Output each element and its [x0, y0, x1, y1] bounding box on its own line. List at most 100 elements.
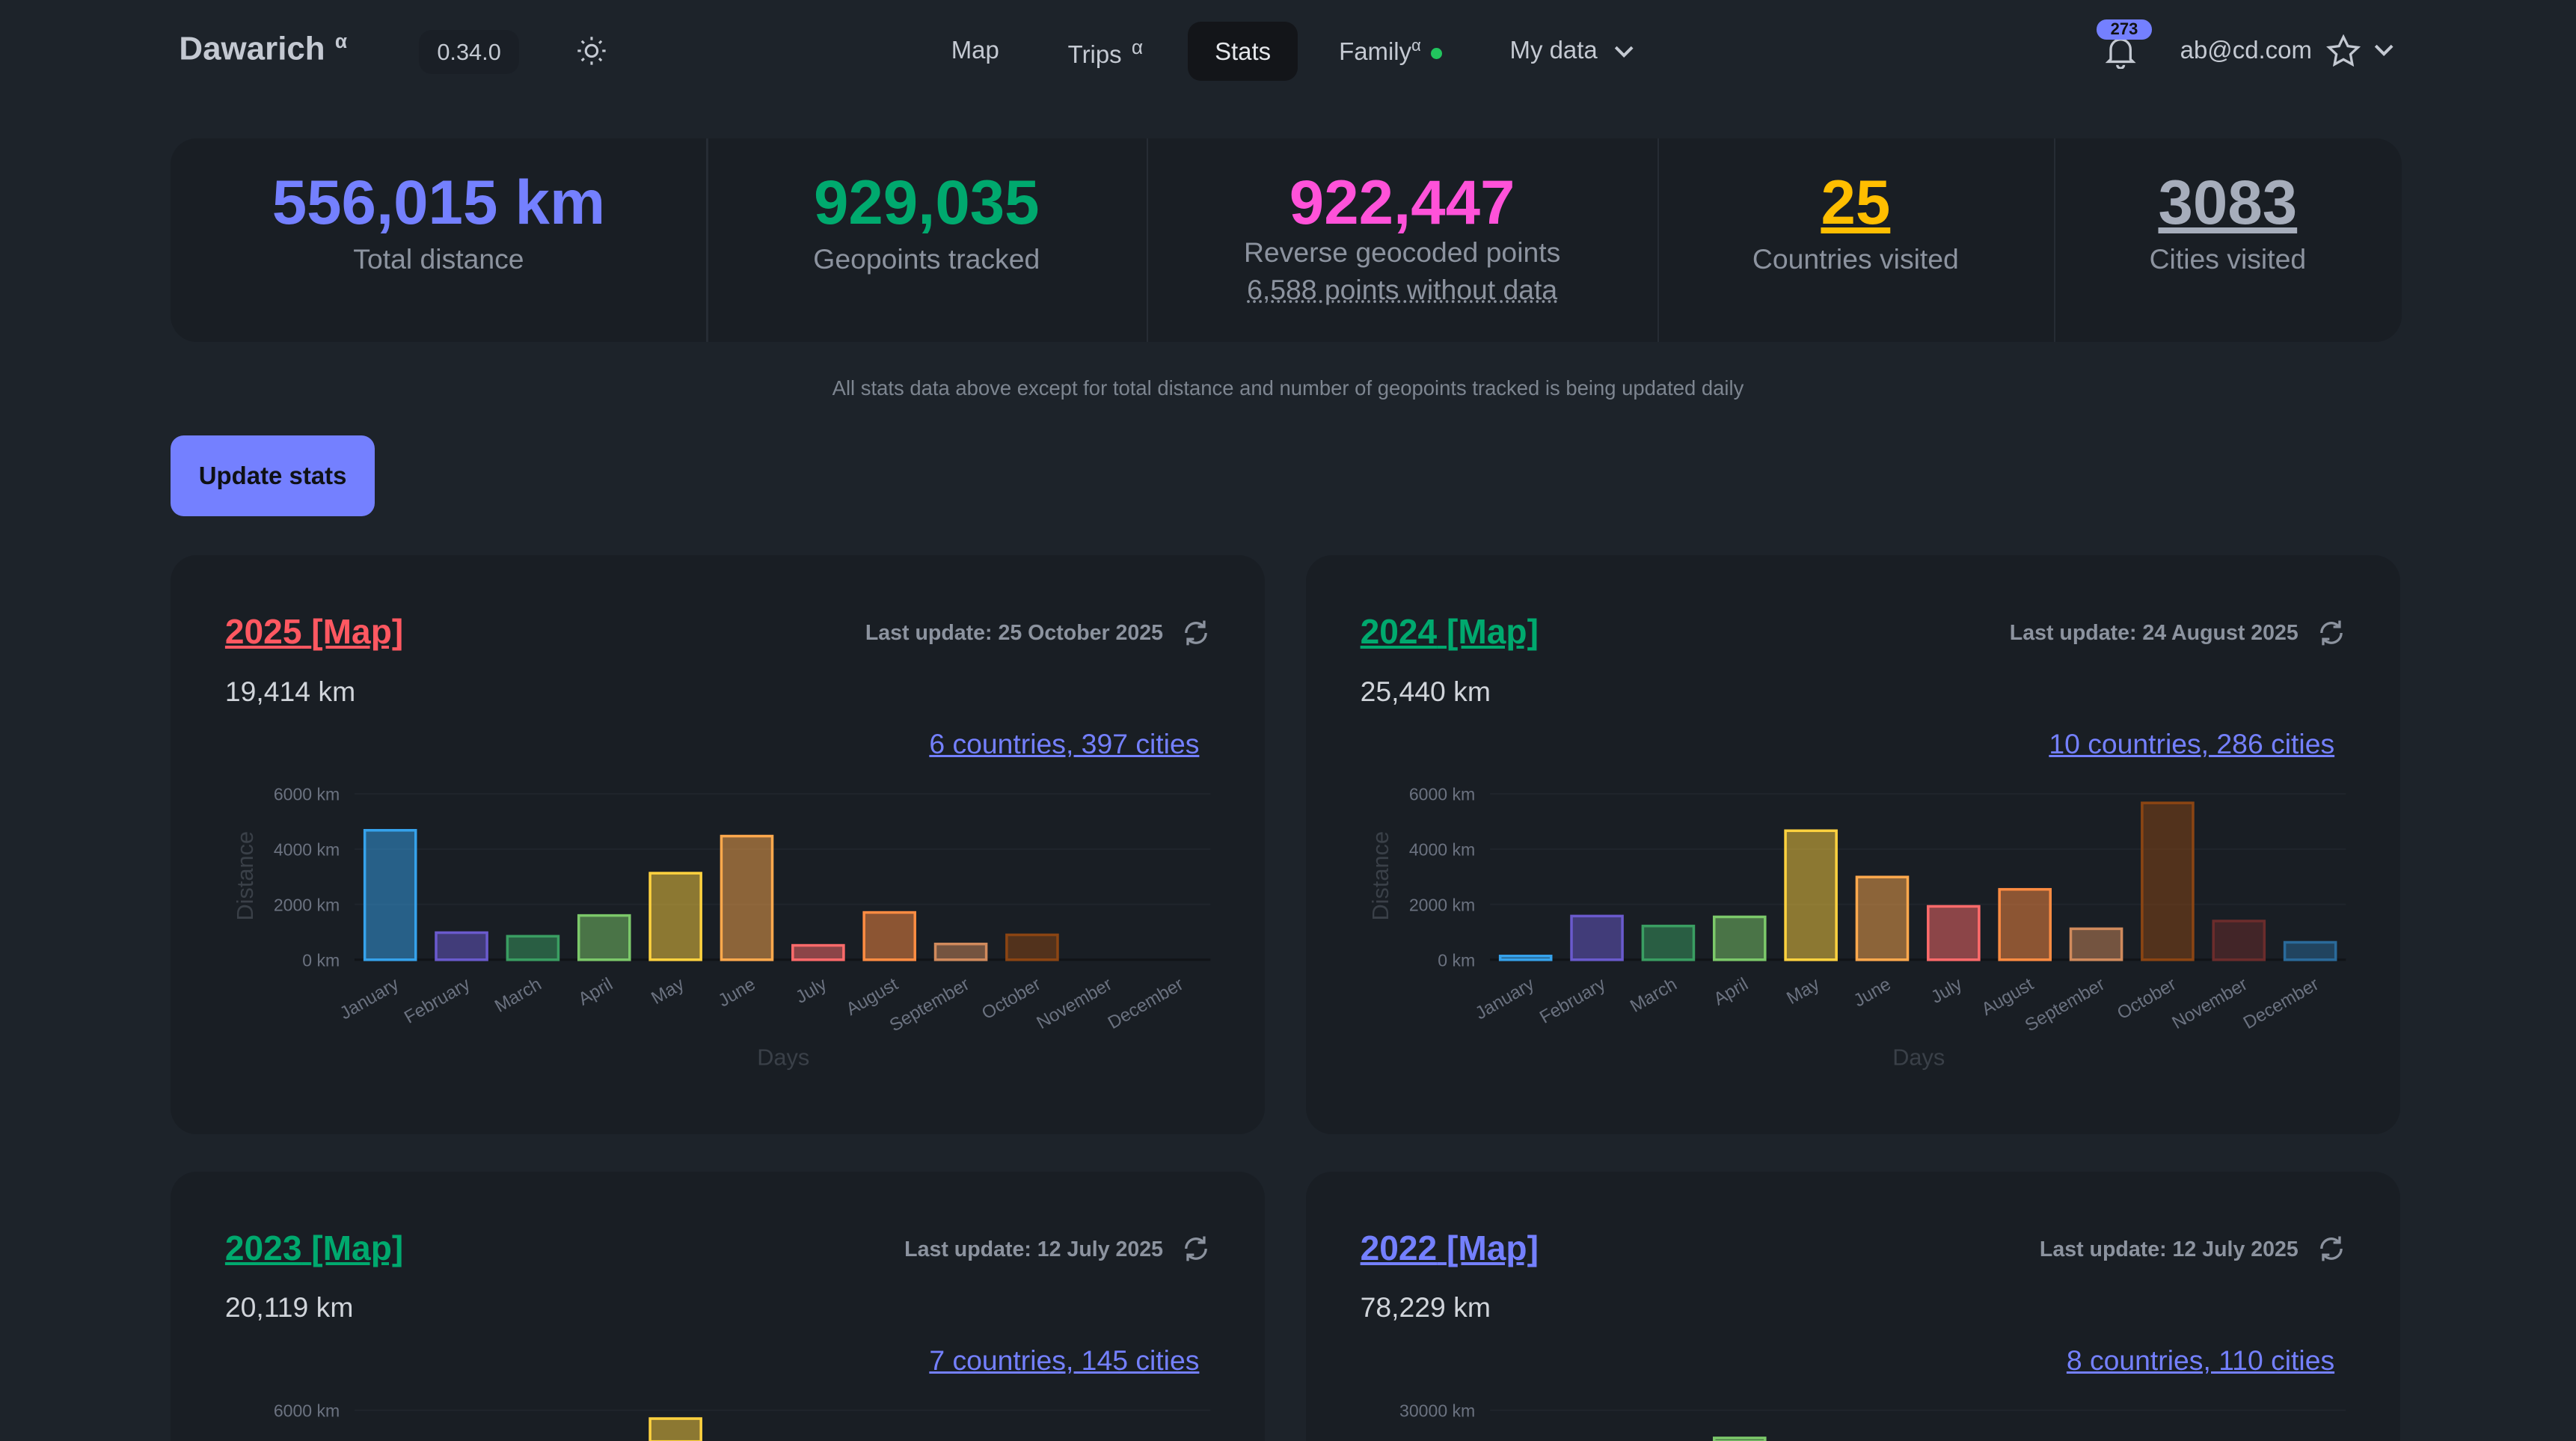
x-tick-label: March: [491, 974, 545, 1017]
notification-count: 273: [2096, 19, 2153, 40]
bar-december[interactable]: [2283, 940, 2337, 961]
year-title-link[interactable]: 2023 [Map]: [225, 1228, 403, 1268]
bar-october[interactable]: [1005, 933, 1060, 961]
x-tick-label: January: [337, 973, 403, 1024]
nav-map[interactable]: Map: [951, 36, 999, 64]
nav-trips[interactable]: Trips α: [1067, 36, 1144, 69]
last-update: Last update: 24 August 2025: [2009, 621, 2299, 646]
y-tick-label: 6000 km: [1409, 785, 1475, 804]
countries-cities-link[interactable]: 10 countries, 286 cities: [2049, 728, 2335, 760]
year-distance: 20,119 km: [224, 1291, 354, 1324]
x-tick-label: February: [1536, 973, 1610, 1027]
sun-icon[interactable]: [575, 34, 608, 67]
bar-march[interactable]: [1641, 924, 1696, 961]
x-tick-label: January: [1472, 973, 1539, 1024]
divider: [2053, 138, 2055, 342]
x-axis-label: Days: [1892, 1044, 1945, 1070]
year-card-2024: 2024 [Map] Last update: 24 August 2025 2…: [1306, 555, 2400, 1134]
alpha-badge: α: [334, 29, 348, 52]
bar-may[interactable]: [648, 872, 703, 961]
refresh-icon[interactable]: [1180, 617, 1212, 649]
bar-april[interactable]: [1713, 1436, 1767, 1441]
nav-my-data[interactable]: My data: [1510, 36, 1634, 64]
countries-cities-link[interactable]: 6 countries, 397 cities: [929, 728, 1200, 760]
bar-may[interactable]: [648, 1416, 703, 1441]
logo[interactable]: Dawarich α: [179, 29, 348, 67]
bar-may[interactable]: [1784, 829, 1839, 961]
bar-january[interactable]: [1499, 954, 1553, 961]
last-update: Last update: 12 July 2025: [904, 1237, 1164, 1261]
bar-february[interactable]: [1570, 914, 1625, 961]
points-without-data-link[interactable]: 6,588 points without data: [1247, 273, 1558, 305]
year-link[interactable]: 2023: [224, 1228, 302, 1267]
year-distance: 19,414 km: [224, 675, 356, 707]
y-tick-label: 4000 km: [1409, 840, 1475, 860]
year-link[interactable]: 2025: [224, 612, 302, 652]
bar-july[interactable]: [1927, 905, 1981, 961]
x-tick-label: April: [575, 974, 616, 1010]
star-icon[interactable]: [2326, 34, 2361, 67]
bar-april[interactable]: [577, 914, 631, 961]
year-title-link[interactable]: 2024 [Map]: [1361, 611, 1539, 652]
countries-cities-link[interactable]: 7 countries, 145 cities: [929, 1344, 1200, 1376]
map-link[interactable]: [Map]: [1447, 1228, 1539, 1267]
chevron-down-icon: [1614, 46, 1634, 58]
countries-cities-link[interactable]: 8 countries, 110 cities: [2066, 1344, 2335, 1376]
bar-september[interactable]: [934, 942, 988, 961]
stat-reverse-geocoded: 922,447 Reverse geocoded points 6,588 po…: [1147, 138, 1657, 342]
x-tick-label: March: [1627, 974, 1681, 1017]
year-link[interactable]: 2022: [1360, 1228, 1438, 1267]
bar-june[interactable]: [720, 834, 774, 961]
y-tick-label: 6000 km: [274, 785, 340, 804]
bell-icon[interactable]: [2103, 33, 2138, 70]
x-tick-label: May: [1783, 973, 1824, 1009]
x-tick-label: May: [648, 973, 689, 1009]
alpha-badge: α: [1131, 36, 1144, 59]
divider: [1657, 138, 1660, 342]
x-tick-label: September: [2022, 974, 2109, 1035]
distance-chart: 30000 km: [1399, 1401, 2346, 1441]
bar-november[interactable]: [2212, 920, 2266, 961]
last-update: Last update: 25 October 2025: [865, 621, 1164, 646]
update-stats-button[interactable]: Update stats: [171, 435, 375, 516]
bar-october[interactable]: [2141, 801, 2195, 961]
refresh-icon[interactable]: [1180, 1232, 1212, 1265]
x-tick-label: August: [1978, 974, 2037, 1020]
map-link[interactable]: [Map]: [311, 1228, 404, 1267]
bar-january[interactable]: [364, 828, 417, 961]
map-link[interactable]: [Map]: [311, 612, 404, 652]
stat-cities[interactable]: 3083 Cities visited: [2149, 167, 2307, 275]
year-title-link[interactable]: 2025 [Map]: [225, 611, 403, 652]
stat-total-distance: 556,015 km Total distance: [272, 167, 606, 275]
bar-april[interactable]: [1713, 915, 1767, 961]
x-tick-label: July: [1928, 973, 1966, 1007]
nav-family[interactable]: Familyα: [1339, 36, 1443, 66]
bar-june[interactable]: [1855, 875, 1910, 961]
chevron-down-icon[interactable]: [2374, 44, 2393, 58]
status-dot: [1430, 47, 1443, 60]
bar-july[interactable]: [791, 943, 846, 961]
version-badge: 0.34.0: [419, 29, 520, 74]
y-tick-label: 30000 km: [1399, 1401, 1475, 1420]
refresh-icon[interactable]: [2315, 617, 2348, 649]
bar-august[interactable]: [1998, 887, 2052, 961]
bar-march[interactable]: [506, 934, 560, 961]
y-axis-label: Distance: [232, 831, 258, 921]
year-title-link[interactable]: 2022 [Map]: [1361, 1228, 1539, 1268]
year-card-2023: 2023 [Map] Last update: 12 July 2025 20,…: [171, 1172, 1266, 1441]
user-email[interactable]: ab@cd.com: [2180, 36, 2312, 64]
bar-august[interactable]: [862, 911, 917, 961]
nav-stats[interactable]: Stats: [1188, 21, 1298, 81]
bar-february[interactable]: [435, 931, 489, 961]
x-tick-label: June: [1850, 974, 1895, 1012]
refresh-icon[interactable]: [2315, 1232, 2348, 1265]
bar-september[interactable]: [2069, 927, 2123, 961]
stat-countries[interactable]: 25 Countries visited: [1752, 167, 1959, 275]
divider: [706, 138, 708, 342]
stats-note: All stats data above except for total di…: [832, 376, 1744, 400]
map-link[interactable]: [Map]: [1447, 612, 1539, 652]
year-link[interactable]: 2024: [1360, 612, 1438, 652]
x-tick-label: November: [1034, 974, 1116, 1033]
x-tick-label: November: [2169, 974, 2251, 1033]
x-tick-label: July: [793, 973, 832, 1007]
